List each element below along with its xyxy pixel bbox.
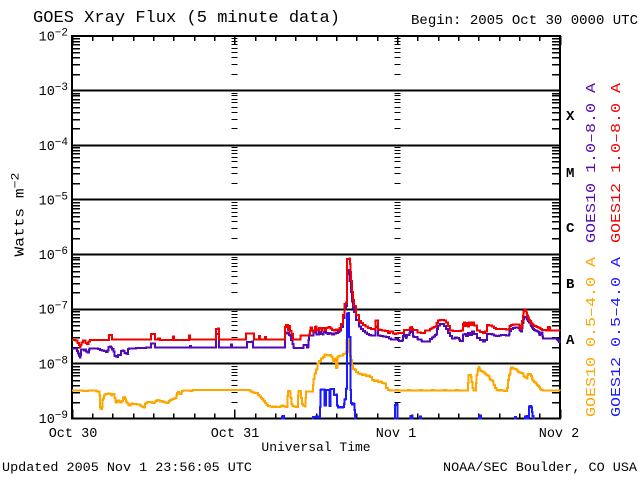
svg-text:Oct 31: Oct 31 — [211, 427, 260, 442]
svg-text:GOES Xray Flux (5 minute data): GOES Xray Flux (5 minute data) — [33, 9, 340, 28]
svg-text:Nov 2: Nov 2 — [539, 427, 580, 442]
svg-text:A: A — [566, 333, 575, 349]
svg-text:GOES10 1.0–8.0 A: GOES10 1.0–8.0 A — [585, 82, 600, 243]
svg-text:B: B — [566, 277, 575, 293]
svg-text:Oct 30: Oct 30 — [49, 427, 98, 442]
svg-text:Begin: 2005 Oct 30 0000 UTC: Begin: 2005 Oct 30 0000 UTC — [411, 14, 638, 29]
svg-text:GOES12 0.5–4.0 A: GOES12 0.5–4.0 A — [610, 256, 625, 417]
svg-text:GOES10 0.5–4.0 A: GOES10 0.5–4.0 A — [585, 256, 600, 417]
svg-text:X: X — [566, 109, 575, 125]
svg-text:Universal Time: Universal Time — [261, 440, 370, 455]
svg-text:NOAA/SEC Boulder, CO USA: NOAA/SEC Boulder, CO USA — [443, 460, 637, 475]
svg-text:Watts m−2: Watts m−2 — [11, 173, 29, 257]
svg-text:Nov 1: Nov 1 — [376, 427, 417, 442]
svg-text:M: M — [566, 166, 574, 182]
svg-text:C: C — [566, 221, 575, 237]
svg-text:Updated 2005 Nov 1 23:56:05 U: Updated 2005 Nov 1 23:56:05 UTC — [2, 460, 252, 475]
svg-text:GOES12 1.0–8.0 A: GOES12 1.0–8.0 A — [610, 82, 625, 243]
